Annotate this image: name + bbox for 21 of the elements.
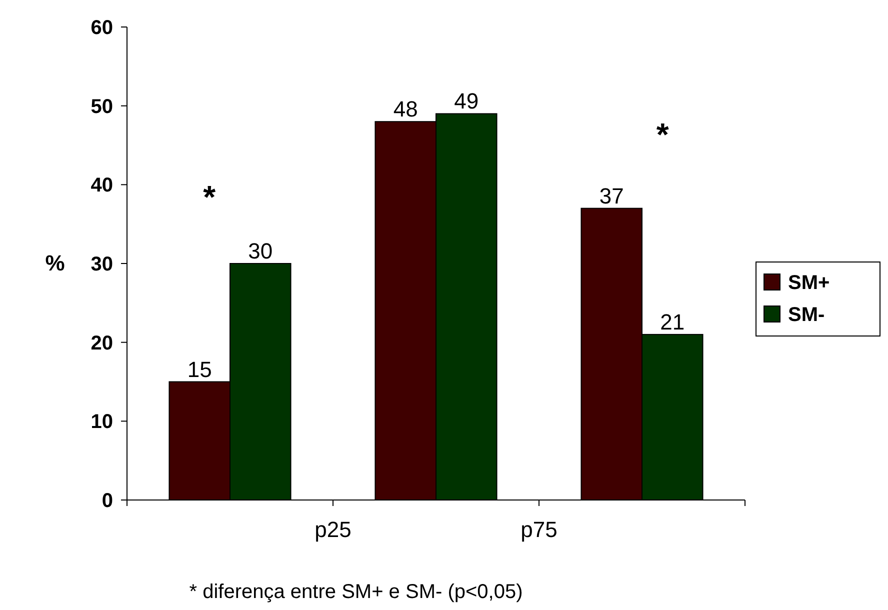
data-label: 48 [393,96,418,122]
legend-label: SM- [788,304,825,326]
y-tick-label: 30 [90,254,113,276]
y-tick-label: 20 [90,332,113,354]
data-label: 37 [599,183,624,208]
y-axis-title: % [45,250,65,276]
y-tick-label: 50 [90,96,113,118]
y-tick-label: 0 [102,490,113,512]
y-tick-label: 60 [90,17,113,39]
data-label: 15 [187,356,212,382]
text: p75 [520,517,558,542]
data-label: 21 [660,309,685,334]
annotation: * [203,179,216,216]
y-tick-label: 40 [90,174,113,197]
data-label: 30 [248,238,273,264]
y-tick-label: 10 [90,411,113,434]
data-label: 49 [454,88,479,114]
text: * diferença entre SM+ e SM- (p<0,05) [189,581,523,603]
legend-label: SM+ [788,272,830,294]
text: p25 [314,517,352,542]
annotation: * [656,116,670,152]
